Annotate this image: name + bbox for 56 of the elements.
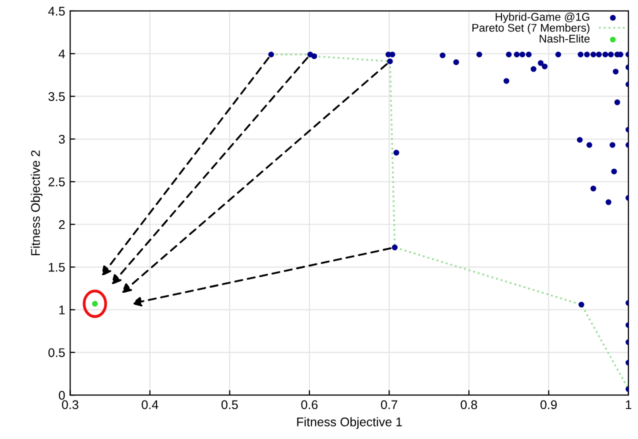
point — [307, 52, 314, 58]
point — [440, 52, 446, 58]
point — [612, 68, 619, 74]
point — [576, 136, 583, 143]
y-axis-title: Fitness Objective 2 — [30, 150, 42, 256]
x-tick-label: 0.9 — [540, 400, 557, 410]
point — [542, 64, 548, 70]
x-tick-label: 0.4 — [142, 400, 158, 410]
point — [538, 60, 544, 66]
point — [611, 168, 617, 174]
point — [504, 78, 510, 84]
y-tick-label: 0.5 — [48, 348, 65, 358]
y-tick-label: 0 — [58, 390, 65, 400]
x-tick-label: 0.7 — [380, 400, 398, 410]
point — [268, 52, 274, 58]
point — [476, 52, 482, 58]
point — [453, 59, 460, 66]
point — [392, 244, 398, 250]
point — [606, 199, 612, 206]
point — [614, 99, 620, 106]
x-tick-label: 0.3 — [62, 400, 78, 410]
x-tick-label: 0.6 — [301, 400, 318, 410]
point — [393, 150, 400, 156]
point — [590, 52, 596, 58]
legend-label: Nash-Elite — [540, 34, 590, 43]
point — [526, 52, 532, 58]
x-tick-label: 0.5 — [221, 400, 238, 410]
point — [530, 66, 536, 72]
point — [519, 52, 526, 58]
x-tick-label: 0.8 — [460, 400, 478, 410]
legend-label: Hybrid-Game @1G — [496, 12, 590, 23]
point — [578, 52, 584, 58]
x-axis-title: Fitness Objective 1 — [297, 417, 402, 429]
y-tick-label: 1 — [59, 306, 65, 314]
point — [608, 52, 614, 58]
point — [586, 142, 592, 148]
point — [590, 186, 596, 192]
y-tick-label: 2 — [58, 220, 65, 229]
point — [555, 52, 562, 58]
x-tick-label: 1 — [626, 400, 632, 410]
point — [578, 302, 584, 308]
y-tick-label: 2.5 — [48, 178, 65, 186]
point — [506, 52, 512, 58]
point — [514, 52, 520, 58]
point — [584, 52, 590, 58]
y-tick-label: 3.5 — [48, 92, 65, 101]
point — [387, 58, 393, 64]
legend-label: Pareto Set (7 Members) — [472, 24, 590, 34]
point — [602, 52, 608, 58]
point — [610, 142, 616, 148]
y-tick-label: 1.5 — [48, 262, 65, 272]
y-tick-label: 4.5 — [48, 6, 65, 16]
y-tick-label: 4 — [58, 50, 65, 58]
y-tick-label: 3 — [58, 134, 65, 144]
point — [596, 52, 602, 58]
point — [311, 53, 318, 60]
